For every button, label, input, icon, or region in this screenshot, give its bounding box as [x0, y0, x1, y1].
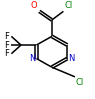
- Text: F: F: [5, 49, 9, 58]
- Text: N: N: [68, 54, 75, 63]
- Text: N: N: [29, 54, 35, 63]
- Text: Cl: Cl: [76, 78, 84, 87]
- Text: F: F: [5, 41, 9, 50]
- Text: F: F: [5, 32, 9, 41]
- Text: Cl: Cl: [64, 1, 73, 10]
- Text: O: O: [31, 1, 37, 10]
